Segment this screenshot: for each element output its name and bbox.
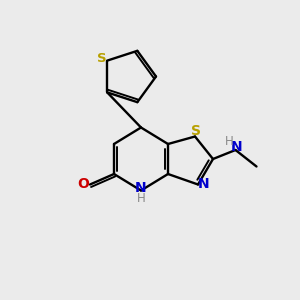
Text: O: O	[77, 178, 89, 191]
Text: H: H	[224, 135, 233, 148]
Text: S: S	[191, 124, 202, 138]
Text: N: N	[198, 178, 209, 191]
Text: N: N	[135, 181, 147, 195]
Text: S: S	[97, 52, 106, 65]
Text: N: N	[231, 140, 243, 154]
Text: H: H	[136, 192, 146, 206]
